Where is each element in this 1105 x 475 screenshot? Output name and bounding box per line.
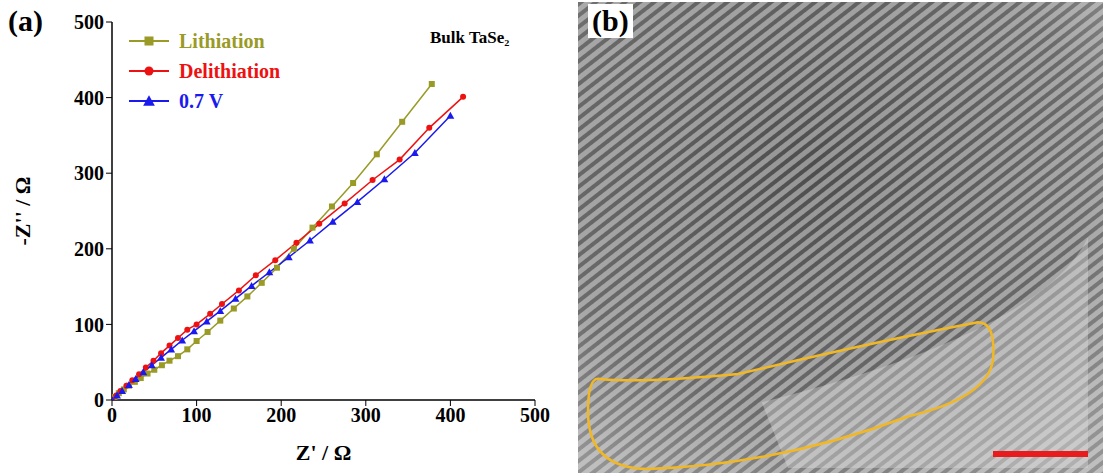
- svg-text:-Z'' / Ω: -Z'' / Ω: [10, 177, 35, 246]
- svg-text:300: 300: [351, 404, 381, 426]
- svg-text:400: 400: [74, 87, 104, 109]
- svg-text:0: 0: [94, 389, 104, 411]
- svg-text:300: 300: [74, 162, 104, 184]
- svg-text:100: 100: [74, 314, 104, 336]
- svg-text:200: 200: [266, 404, 296, 426]
- svg-text:Z' / Ω: Z' / Ω: [296, 440, 352, 465]
- html-text:(b): (b): [592, 4, 629, 37]
- html-text:0.7 V: 0.7 V: [179, 89, 224, 112]
- html-text:Delithiation: Delithiation: [179, 59, 281, 82]
- svg-text:500: 500: [74, 11, 104, 33]
- html-text:(a): (a): [8, 4, 43, 37]
- svg-text:200: 200: [74, 238, 104, 260]
- svg-text:500: 500: [520, 404, 550, 426]
- svg-text:100: 100: [182, 404, 212, 426]
- svg-text:400: 400: [435, 404, 465, 426]
- svg-text:0: 0: [107, 404, 117, 426]
- html-text:Lithiation: Lithiation: [179, 29, 265, 52]
- html-text:Bulk TaSe₂: Bulk TaSe₂: [430, 28, 510, 47]
